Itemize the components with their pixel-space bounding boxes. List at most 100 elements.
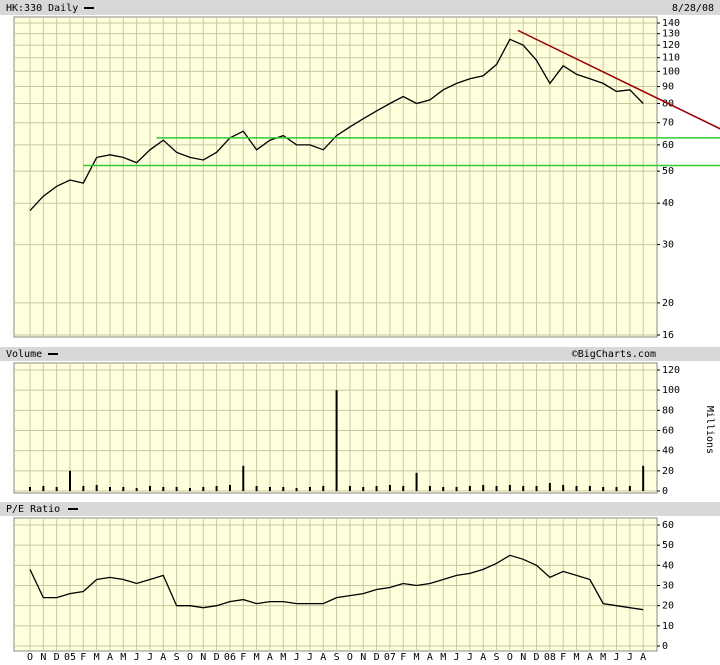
y-tick-label: 60 <box>662 426 674 437</box>
volume-bar <box>188 487 191 491</box>
price-line <box>29 554 644 611</box>
volume-bar <box>482 484 485 491</box>
y-tick-label: 80 <box>662 405 674 416</box>
volume-title: Volume <box>6 349 42 360</box>
y-tick-label: 130 <box>662 29 680 40</box>
x-tick-label: N <box>520 652 526 663</box>
volume-bar <box>29 486 31 491</box>
volume-bar <box>68 470 71 491</box>
volume-bar <box>135 487 138 491</box>
y-tick-label: 60 <box>662 140 674 151</box>
volume-bar <box>535 485 538 491</box>
volume-bar <box>282 486 285 491</box>
x-tick-label: J <box>454 652 460 663</box>
x-tick-label: J <box>627 652 633 663</box>
volume-bar <box>175 486 178 491</box>
x-tick-label: M <box>574 652 580 663</box>
volume-bar <box>522 485 525 491</box>
y-tick-label: 20 <box>662 298 674 309</box>
x-tick-label: F <box>240 652 246 663</box>
legend-swatch <box>84 7 94 9</box>
y-tick-label: 0 <box>662 641 668 652</box>
y-tick-label: 20 <box>662 466 674 477</box>
volume-bar <box>415 472 418 491</box>
y-tick-label: 30 <box>662 240 674 251</box>
pe-header <box>0 502 720 516</box>
y-tick-label: 50 <box>662 540 674 551</box>
x-tick-label: 06 <box>224 652 236 663</box>
volume-header <box>0 347 720 361</box>
y-tick-label: 120 <box>662 40 680 51</box>
volume-bar <box>122 486 125 491</box>
volume-bar <box>388 484 391 491</box>
x-tick-label: M <box>280 652 286 663</box>
y-tick-label: 70 <box>662 118 674 129</box>
volume-bar <box>602 486 605 491</box>
x-tick-label: 05 <box>64 652 76 663</box>
volume-bar <box>628 485 631 491</box>
x-tick-label: O <box>187 652 193 663</box>
volume-bar <box>468 485 471 491</box>
x-tick-label: A <box>107 652 113 663</box>
x-tick-label: J <box>134 652 140 663</box>
pe-title: P/E Ratio <box>6 504 60 515</box>
x-tick-label: J <box>614 652 620 663</box>
x-tick-label: F <box>560 652 566 663</box>
x-tick-label: A <box>587 652 593 663</box>
x-tick-label: M <box>440 652 446 663</box>
volume-bar <box>162 486 165 491</box>
volume-bar <box>322 485 325 491</box>
x-tick-label: D <box>374 652 380 663</box>
x-tick-label: A <box>267 652 273 663</box>
y-tick-label: 100 <box>662 66 680 77</box>
x-tick-label: S <box>494 652 500 663</box>
volume-bar <box>588 485 591 491</box>
y-tick-label: 100 <box>662 385 680 396</box>
y-tick-label: 90 <box>662 82 674 93</box>
x-tick-label: N <box>200 652 206 663</box>
y-tick-label: 110 <box>662 53 680 64</box>
x-tick-label: J <box>307 652 313 663</box>
x-tick-label: M <box>120 652 126 663</box>
x-tick-label: O <box>27 652 33 663</box>
volume-bar <box>375 485 378 491</box>
volume-bar <box>215 485 218 491</box>
legend-swatch <box>48 353 58 355</box>
price-line <box>29 38 644 212</box>
volume-bar <box>455 486 458 491</box>
x-tick-label: D <box>214 652 220 663</box>
volume-bar <box>268 486 271 491</box>
x-tick-label: A <box>427 652 433 663</box>
volume-bar <box>508 484 511 491</box>
x-tick-label: J <box>147 652 153 663</box>
credit: ©BigCharts.com <box>572 349 656 360</box>
volume-bar <box>108 486 111 491</box>
volume-bar <box>148 485 151 491</box>
y-tick-label: 30 <box>662 581 674 592</box>
x-tick-label: N <box>360 652 366 663</box>
x-tick-label: A <box>640 652 646 663</box>
x-tick-label: 08 <box>544 652 556 663</box>
volume-bar <box>242 465 245 491</box>
legend-swatch <box>68 508 78 510</box>
y-tick-label: 50 <box>662 166 674 177</box>
date: 8/28/08 <box>672 3 714 14</box>
volume-bar <box>495 485 498 491</box>
volume-bar <box>335 390 338 491</box>
volume-bar <box>42 485 45 491</box>
x-tick-label: S <box>334 652 340 663</box>
y-tick-label: 40 <box>662 446 674 457</box>
x-tick-label: F <box>400 652 406 663</box>
x-tick-label: O <box>347 652 353 663</box>
y-tick-label: 40 <box>662 198 674 209</box>
volume-bar <box>642 465 645 491</box>
x-tick-label: J <box>467 652 473 663</box>
volume-bar <box>82 485 85 491</box>
x-tick-label: O <box>507 652 513 663</box>
volume-bar <box>562 484 565 491</box>
price-title: HK:330 Daily <box>6 3 78 14</box>
volume-bar <box>402 485 405 491</box>
x-tick-label: 07 <box>384 652 396 663</box>
volume-bar <box>575 485 578 491</box>
